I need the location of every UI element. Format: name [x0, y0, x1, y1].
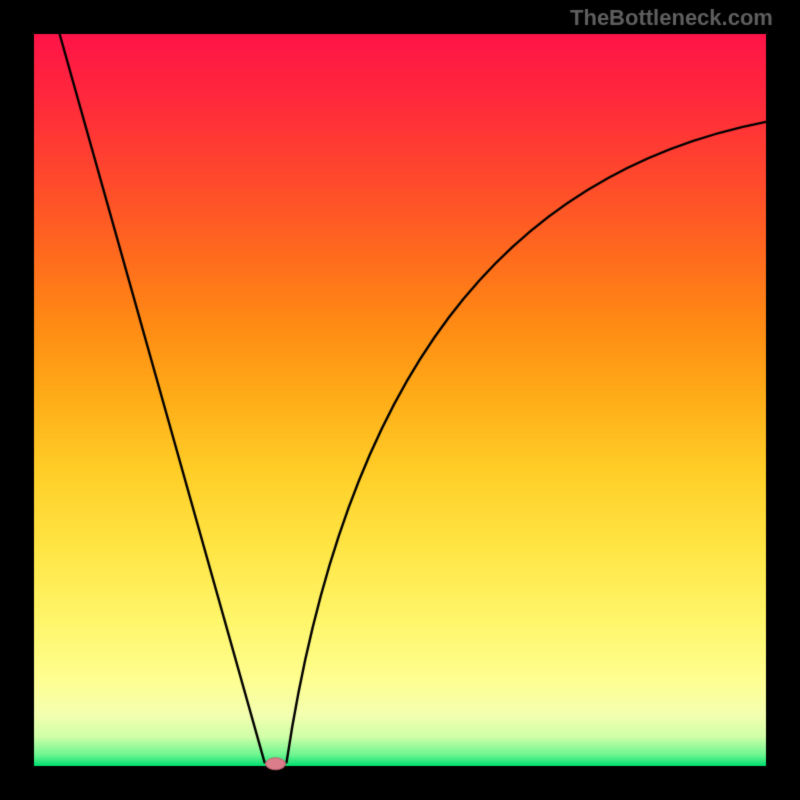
bottleneck-chart-canvas [0, 0, 800, 800]
